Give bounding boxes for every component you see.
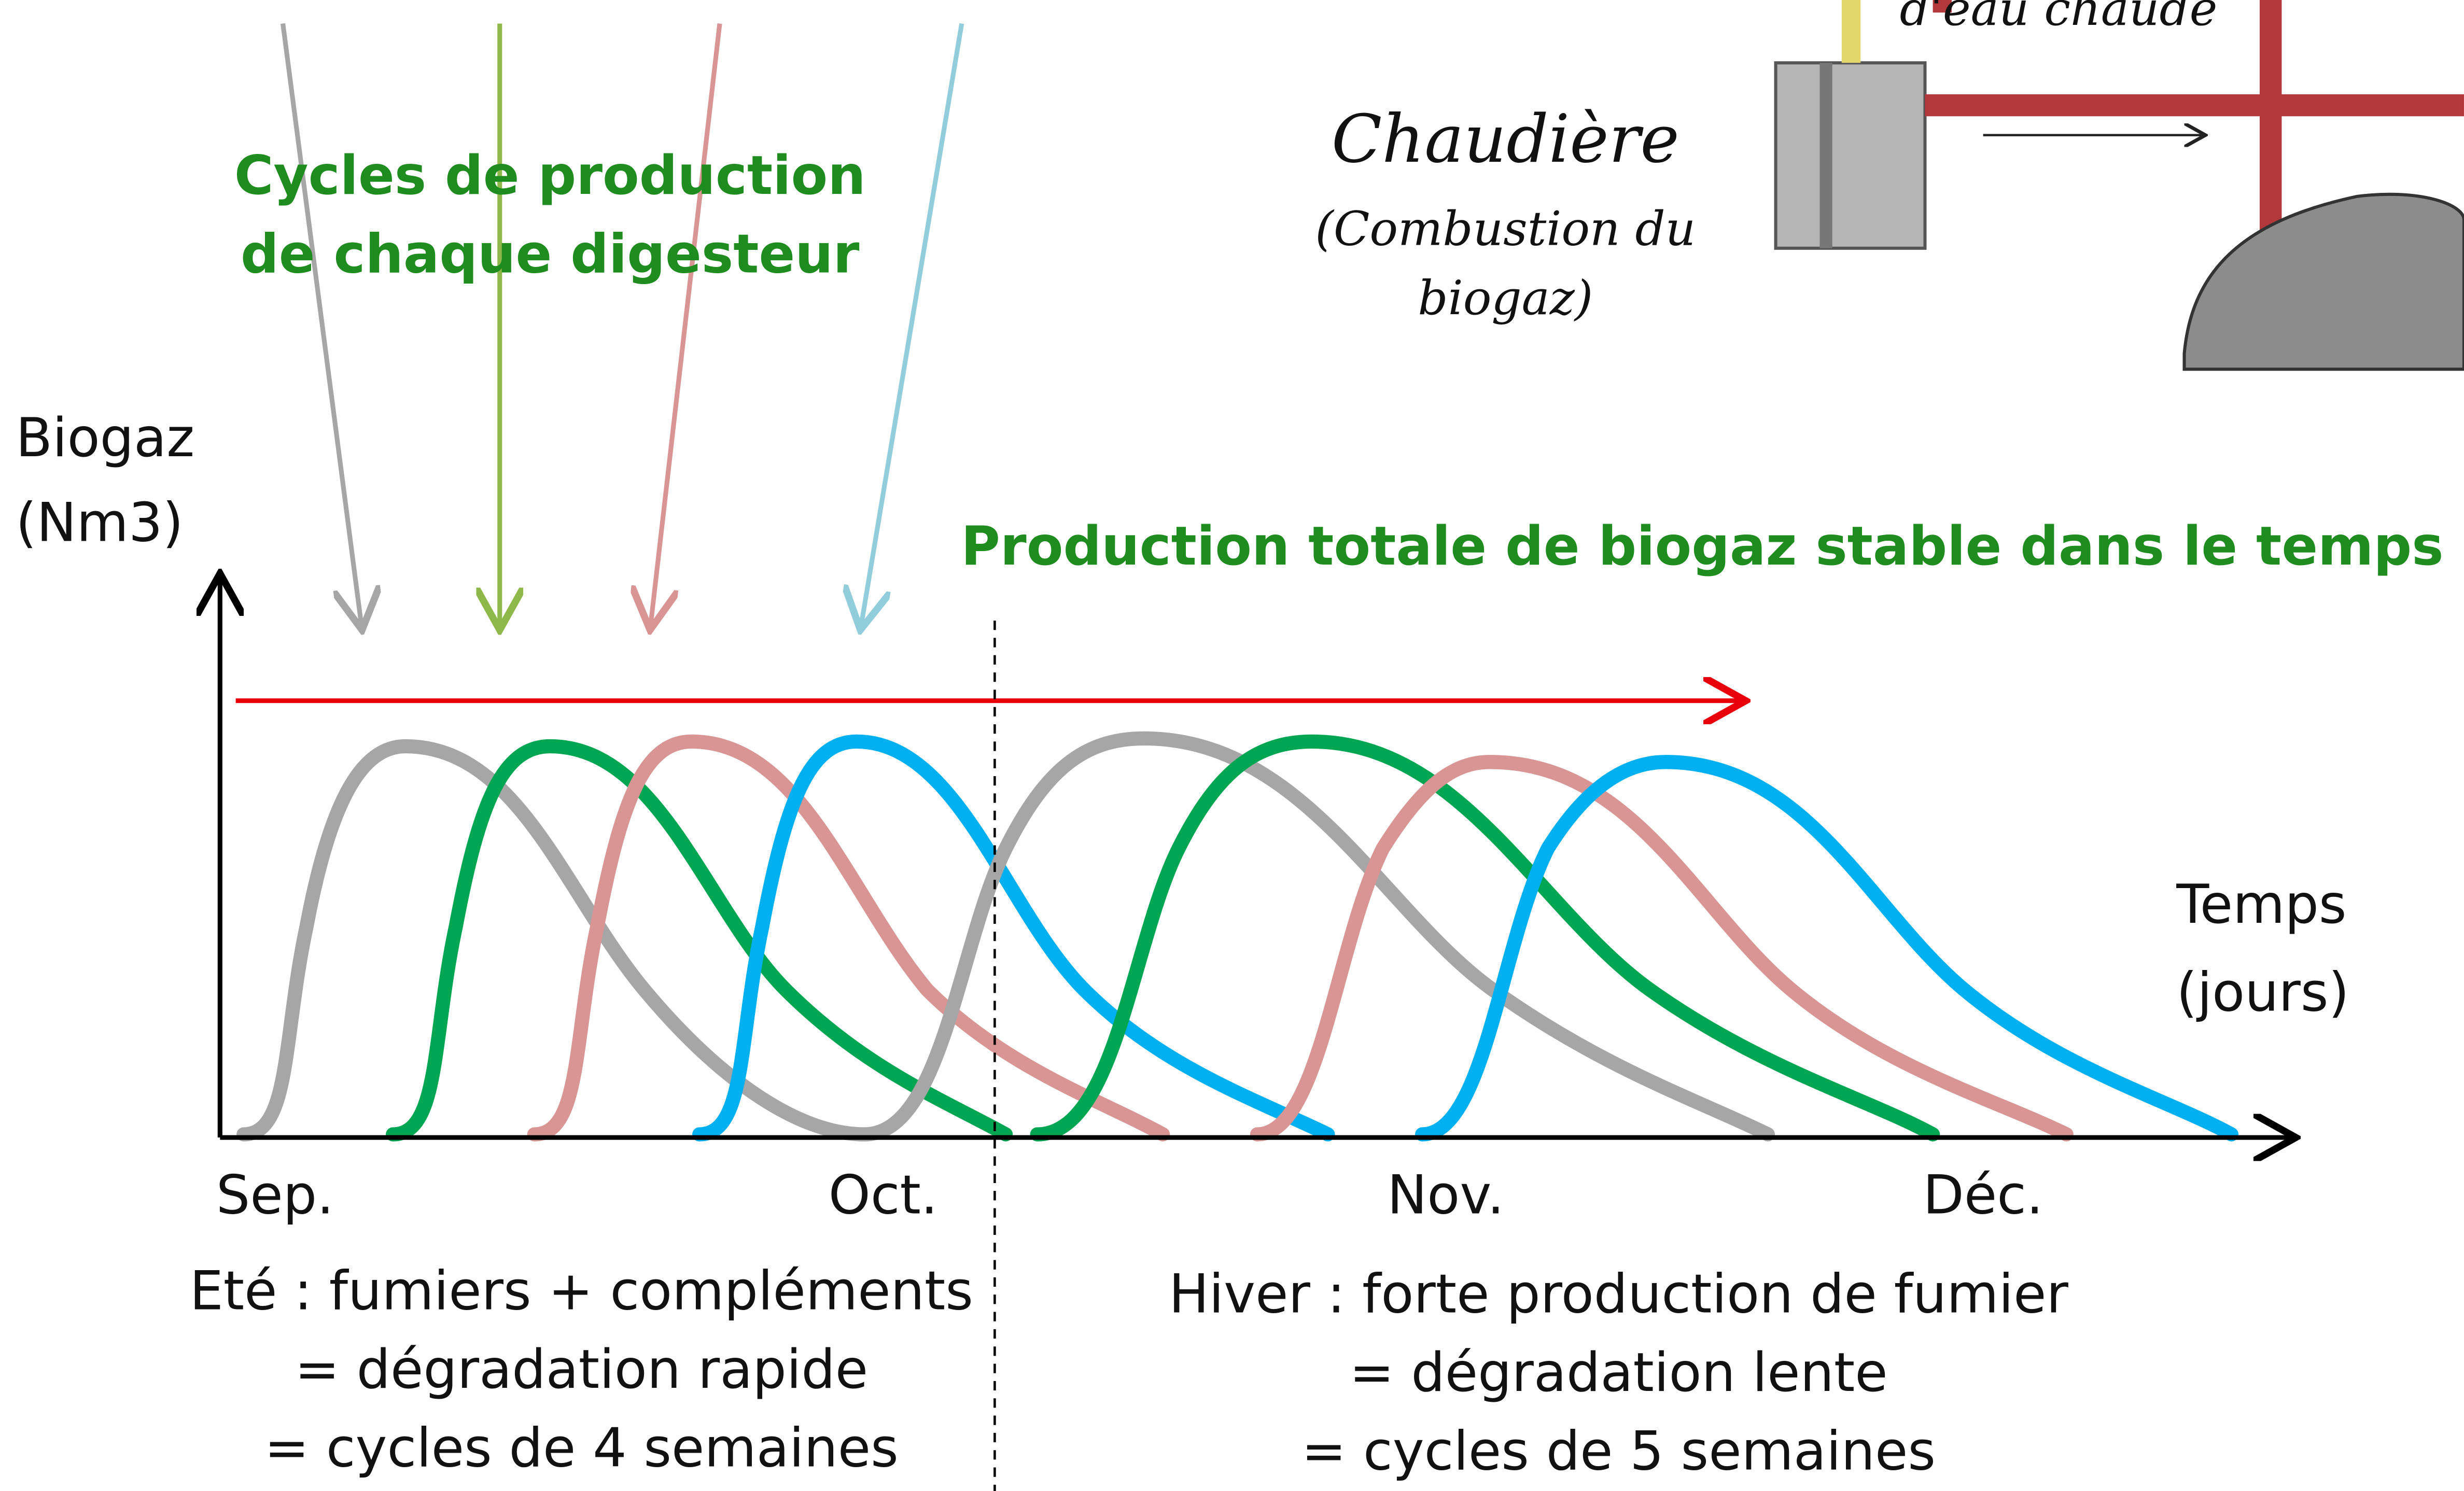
winter-note: Hiver : forte production de fumier (1169, 1263, 2068, 1326)
x-axis-label: (jours) (2176, 962, 2349, 1024)
month-label: Nov. (1387, 1164, 1504, 1227)
y-axis-label: (Nm3) (16, 492, 183, 554)
pipe-label: d'eau chaude (1900, 0, 2218, 36)
body: d'eau chaude Chaudière (Combustion du bi… (0, 0, 2464, 1491)
diagram: d'eau chaude Chaudière (Combustion du bi… (0, 0, 2464, 1491)
production-curves (244, 738, 2232, 1134)
callout-arrows (283, 23, 962, 625)
boiler-subtitle: biogaz) (1418, 271, 1593, 326)
headline: Production totale de biogaz stable dans … (961, 515, 2443, 578)
boiler-title: Chaudière (1332, 101, 1679, 178)
axes (220, 578, 2291, 1137)
callout: de chaque digesteur (241, 223, 860, 285)
winter-note: = dégradation lente (1349, 1342, 1887, 1404)
x-axis-label: Temps (2176, 874, 2346, 936)
month-label: Déc. (1923, 1164, 2043, 1227)
callout: Cycles de production (234, 145, 866, 207)
month-label: Oct. (829, 1164, 938, 1227)
boiler-illustration (1776, 0, 2464, 369)
summer-note: = dégradation rapide (295, 1339, 869, 1401)
summer-note: Eté : fumiers + compléments (190, 1260, 973, 1322)
boiler-subtitle: (Combustion du (1315, 202, 1696, 256)
page: Production de biogaz { "callout": {"line… (0, 0, 2464, 1491)
month-label: Sep. (216, 1164, 334, 1227)
winter-note: = cycles de 5 semaines (1301, 1420, 1936, 1483)
summer-note: = cycles de 4 semaines (264, 1417, 899, 1480)
y-axis-label: Biogaz (16, 407, 194, 469)
